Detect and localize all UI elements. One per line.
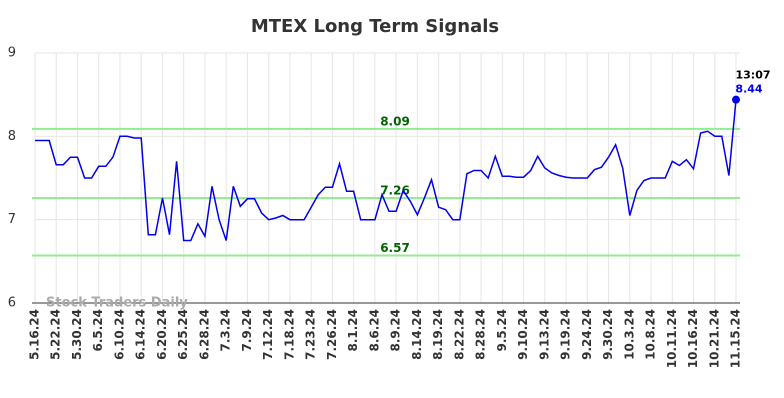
x-tick-label: 8.19.24 (431, 309, 445, 360)
x-tick-label: 5.22.24 (49, 309, 63, 360)
x-tick-label: 9.10.24 (516, 309, 530, 360)
x-tick-label: 8.14.24 (410, 309, 424, 360)
x-tick-label: 7.23.24 (304, 309, 318, 360)
y-tick-label: 6 (8, 296, 16, 311)
y-tick-label: 8 (8, 129, 16, 144)
y-tick-label: 7 (8, 212, 16, 227)
last-time: 13:07 (735, 69, 770, 82)
level-label: 6.57 (380, 241, 410, 255)
x-tick-label: 8.28.24 (474, 309, 488, 360)
x-tick-label: 9.19.24 (559, 309, 573, 360)
price-line (35, 99, 737, 242)
x-tick-label: 6.20.24 (155, 309, 169, 360)
x-tick-label: 7.26.24 (325, 309, 339, 360)
x-tick-label: 9.24.24 (580, 309, 594, 360)
x-tick-label: 8.6.24 (367, 309, 381, 352)
x-tick-label: 7.3.24 (219, 309, 233, 352)
x-tick-label: 10.16.24 (686, 309, 700, 368)
x-tick-label: 10.3.24 (622, 309, 636, 360)
x-tick-label: 7.9.24 (240, 309, 254, 352)
chart-title: MTEX Long Term Signals (251, 16, 499, 37)
y-tick-label: 9 (8, 46, 16, 61)
x-tick-label: 8.22.24 (452, 309, 466, 360)
x-tick-label: 7.12.24 (261, 309, 275, 360)
x-tick-label: 5.16.24 (28, 309, 42, 360)
x-tick-label: 9.5.24 (495, 309, 509, 352)
x-tick-label: 5.30.24 (70, 309, 84, 360)
x-tick-label: 9.13.24 (537, 309, 551, 360)
x-tick-label: 10.21.24 (707, 309, 721, 368)
x-tick-label: 6.10.24 (112, 309, 126, 360)
x-tick-label: 10.8.24 (644, 309, 658, 360)
x-tick-label: 6.14.24 (134, 309, 148, 360)
last-value: 8.44 (735, 83, 762, 96)
x-tick-label: 11.15.24 (729, 309, 743, 368)
x-tick-label: 6.28.24 (197, 309, 211, 360)
level-label: 7.26 (380, 184, 410, 198)
x-tick-label: 6.25.24 (176, 309, 190, 360)
x-tick-label: 8.1.24 (346, 309, 360, 352)
x-tick-label: 9.30.24 (601, 309, 615, 360)
level-label: 8.09 (380, 114, 410, 128)
x-tick-label: 10.11.24 (665, 309, 679, 368)
x-tick-label: 6.5.24 (91, 309, 105, 352)
last-point (732, 95, 740, 104)
x-tick-label: 7.18.24 (282, 309, 296, 360)
watermark: Stock Traders Daily (46, 296, 188, 311)
x-tick-label: 8.9.24 (389, 309, 403, 352)
